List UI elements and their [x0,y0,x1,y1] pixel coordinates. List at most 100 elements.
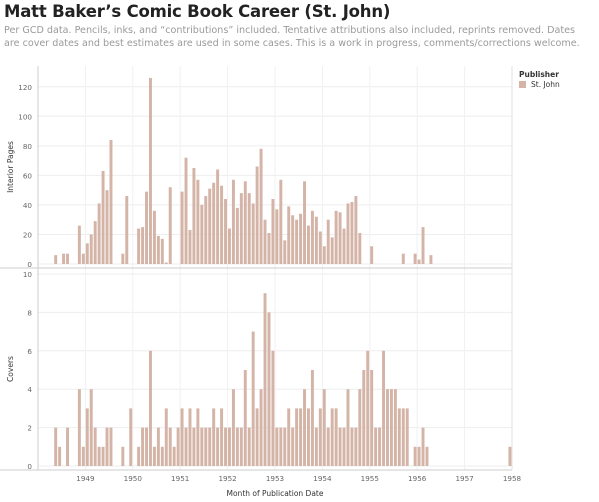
bar [366,350,370,466]
bar [160,238,164,264]
legend-title: Publisher [519,70,559,79]
bar [200,427,204,466]
bar [346,203,350,264]
bar [307,225,310,264]
bar [251,331,255,466]
bar [318,408,322,466]
legend-item-label: St. John [531,80,560,89]
bar [291,215,295,264]
bar [145,427,148,466]
bar [121,253,125,264]
bar [184,157,188,264]
bar [263,293,267,466]
bar [184,427,188,466]
bar [295,408,299,466]
bar [180,191,184,264]
y-tick-label: 6 [27,347,32,356]
y-tick-label: 20 [23,230,33,239]
y-tick-label: 60 [23,171,33,180]
bar [149,77,152,265]
bar [77,389,81,466]
bar [220,185,224,264]
bar [239,427,243,466]
bar [66,253,69,264]
bar [77,225,81,264]
bar [310,210,314,264]
bar [196,179,200,264]
bar [81,253,85,264]
bar [109,427,113,466]
bar [299,408,303,466]
bar [188,230,192,264]
bar [417,446,421,466]
bar [354,427,358,466]
bar [401,408,405,466]
bar [105,190,109,264]
bar [212,182,216,264]
bar [172,446,176,466]
x-tick-label: 1956 [408,474,427,483]
bar [314,216,318,264]
legend-item-st-john[interactable]: St. John [519,80,560,89]
bar [279,179,283,264]
bar [228,427,231,466]
bar [275,209,279,264]
bar [125,196,129,264]
bar [338,212,342,264]
bar [417,259,421,264]
bar [243,181,247,264]
bar [338,427,342,466]
x-tick-label: 1957 [455,474,473,483]
bar [251,203,255,264]
bar [105,427,109,466]
bar [378,427,382,466]
bar [405,408,409,466]
bar [89,389,93,466]
bar [231,179,235,264]
bar [342,228,346,264]
x-tick-label: 1950 [124,474,143,483]
y-tick-label: 8 [27,308,32,317]
bar [156,235,160,264]
bar [287,408,291,466]
bar [283,427,287,466]
bar [93,221,97,264]
bar [322,246,326,264]
bar [283,240,287,264]
bar [97,446,101,466]
bar [180,408,184,466]
bar [358,389,362,466]
y-tick-label: 2 [27,424,32,433]
bar [271,199,275,264]
bar [224,427,227,466]
bar [129,408,133,466]
bar [235,207,239,264]
bar [330,408,334,466]
bar [267,312,271,466]
bar [397,408,401,466]
bar [101,170,105,264]
bar [164,408,168,466]
bar [259,389,263,466]
bar [97,203,101,264]
y-tick-label: 10 [23,270,33,279]
x-tick-label: 1954 [313,474,332,483]
bar [168,427,172,466]
bar [152,446,156,466]
bar [370,246,374,264]
bar [307,408,310,466]
bar [326,219,330,264]
x-tick-label: 1958 [503,474,522,483]
bar [386,389,389,466]
bar [330,237,334,264]
y-tick-label: 4 [27,385,32,394]
bar [243,370,247,466]
bar [212,408,216,466]
bar [81,446,85,466]
bar [362,370,366,466]
x-tick-label: 1953 [266,474,284,483]
bar [208,427,212,466]
bar [303,389,306,466]
bar [121,446,125,466]
